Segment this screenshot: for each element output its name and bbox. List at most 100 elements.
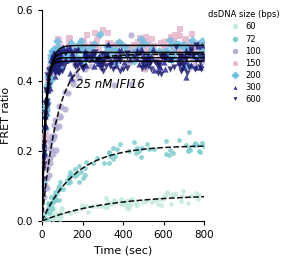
Point [46, 68, 51, 72]
Point [93, 50, 98, 54]
Point [97, 61, 101, 65]
Point [55, 65, 60, 69]
Point [146, 64, 150, 68]
Point [56, 51, 61, 55]
Point [43, 114, 48, 118]
Point [131, 51, 136, 55]
Point [160, 55, 165, 59]
Point [45, 89, 50, 93]
Point [92, 31, 97, 35]
Point [167, 56, 172, 60]
Point [144, 56, 149, 60]
Point [152, 68, 157, 72]
Point [63, 90, 68, 94]
Point [42, 152, 46, 157]
Point [79, 203, 84, 207]
Point [146, 41, 151, 45]
Point [67, 174, 71, 178]
Point [56, 66, 61, 70]
Point [124, 51, 129, 55]
Point [200, 57, 204, 61]
Point [117, 48, 122, 52]
Point [156, 61, 161, 65]
Point [84, 55, 89, 59]
Point [44, 110, 49, 114]
Point [58, 51, 62, 55]
Point [190, 38, 194, 42]
Point [146, 54, 150, 58]
Point [186, 63, 190, 67]
Point [133, 49, 138, 53]
Point [57, 71, 62, 75]
Point [85, 210, 90, 214]
Point [141, 56, 146, 60]
Point [146, 45, 150, 49]
Point [66, 180, 71, 185]
Point [75, 57, 80, 61]
Point [170, 192, 175, 196]
Point [46, 87, 51, 91]
Point [174, 42, 179, 46]
Point [182, 45, 187, 49]
Point [46, 211, 51, 215]
Point [73, 64, 77, 68]
Point [200, 58, 205, 62]
Point [51, 215, 56, 219]
Point [139, 41, 144, 45]
Point [53, 52, 58, 56]
Point [186, 52, 191, 56]
Point [74, 54, 79, 59]
Point [180, 60, 184, 64]
Point [53, 68, 58, 72]
Point [41, 150, 46, 154]
Point [190, 54, 195, 58]
Point [67, 174, 72, 178]
Point [49, 57, 54, 61]
Point [46, 85, 51, 89]
Point [73, 174, 78, 178]
Point [61, 56, 65, 60]
Point [89, 51, 94, 55]
Point [63, 58, 68, 62]
Point [149, 47, 154, 51]
Point [125, 44, 130, 49]
Point [183, 56, 188, 60]
Point [119, 202, 124, 206]
Point [111, 146, 116, 150]
Point [132, 140, 137, 144]
Point [58, 210, 63, 215]
Point [176, 60, 181, 64]
Point [53, 52, 58, 56]
Point [68, 211, 72, 215]
Point [139, 37, 143, 41]
Point [65, 91, 70, 95]
Point [43, 183, 47, 188]
Point [53, 68, 58, 72]
Point [51, 66, 56, 70]
Point [81, 63, 85, 67]
Point [56, 48, 61, 52]
Point [106, 53, 111, 57]
Point [43, 134, 48, 138]
Point [167, 153, 172, 157]
Point [194, 58, 199, 62]
Point [51, 48, 56, 52]
Point [165, 51, 170, 56]
Point [82, 53, 87, 57]
Point [47, 146, 52, 150]
Point [43, 117, 47, 121]
Point [45, 75, 50, 79]
Point [185, 51, 190, 55]
Point [105, 49, 110, 53]
Point [114, 63, 118, 67]
Point [63, 50, 68, 54]
Point [43, 126, 48, 130]
Point [56, 63, 60, 67]
Point [76, 47, 81, 51]
Point [185, 54, 190, 58]
Point [127, 206, 132, 210]
Point [108, 46, 112, 50]
Point [75, 172, 80, 176]
Point [104, 64, 109, 68]
Point [112, 199, 117, 203]
